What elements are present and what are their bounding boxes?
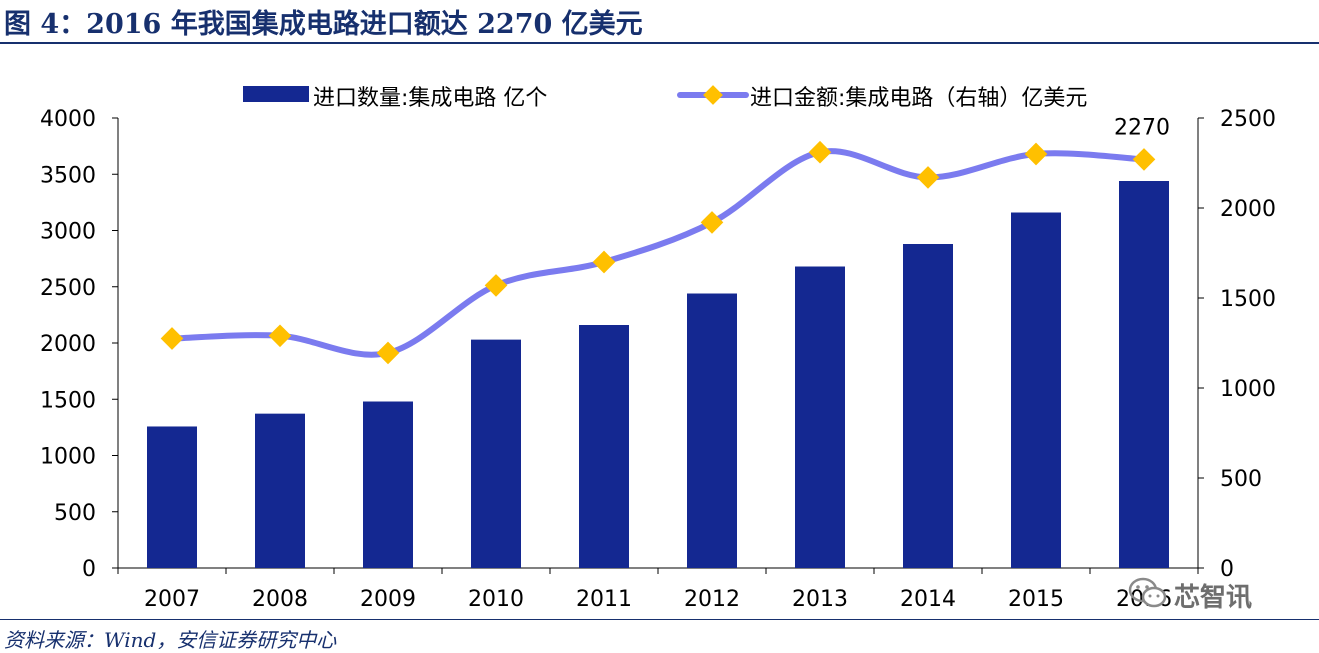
y-right-tick-label: 2500: [1220, 107, 1276, 132]
bar: [471, 339, 521, 568]
line-point: [1132, 148, 1156, 171]
bar: [1011, 212, 1061, 568]
title-divider: [0, 42, 1319, 44]
y-left-tick-label: 3500: [40, 163, 96, 188]
y-right-tick-label: 500: [1220, 467, 1262, 492]
x-tick-label: 2008: [252, 587, 308, 612]
legend-bar-swatch: [243, 86, 309, 102]
y-right-tick-label: 1500: [1220, 287, 1276, 312]
y-left-tick-label: 4000: [40, 107, 96, 132]
x-tick-label: 2012: [684, 587, 740, 612]
data-labels: 2270: [1114, 115, 1170, 140]
y-right-tick-label: 2000: [1220, 197, 1276, 222]
x-tick-label: 2015: [1008, 587, 1064, 612]
axes: 0 500 1000 1500 2000 2500 3000 3500 4000 0 500 1000…: [40, 107, 1276, 612]
legend-line-marker: [703, 85, 723, 105]
line-point: [592, 250, 616, 274]
source-divider: [0, 619, 1319, 620]
x-tick-label: 2010: [468, 587, 524, 612]
y-left-tick-label: 2500: [40, 276, 96, 301]
line-point: [376, 341, 400, 365]
data-label: 2270: [1114, 115, 1170, 140]
y-left-tick-label: 500: [54, 501, 96, 526]
x-tick-label: 2007: [144, 587, 200, 612]
bar: [579, 325, 629, 568]
bar-series: [147, 181, 1169, 568]
line-point: [916, 166, 940, 189]
legend-line-label: 进口金额:集成电路（右轴）亿美元: [750, 86, 1087, 111]
line-point: [1024, 142, 1048, 166]
wechat-icon: [1128, 576, 1168, 614]
line-point: [484, 274, 508, 297]
legend: 进口数量:集成电路 亿个 进口金额:集成电路（右轴）亿美元: [243, 85, 1087, 111]
x-tick-label: 2014: [900, 587, 956, 612]
bar: [363, 401, 413, 568]
legend-bar-label: 进口数量:集成电路 亿个: [313, 86, 547, 111]
bar: [147, 426, 197, 568]
bar: [255, 413, 305, 568]
line-point: [808, 140, 832, 164]
figure-title: 图 4：2016 年我国集成电路进口额达 2270 亿美元: [4, 9, 643, 40]
y-right-tick-label: 0: [1220, 557, 1234, 582]
y-left-tick-label: 1000: [40, 445, 96, 470]
y-left-tick-label: 2000: [40, 332, 96, 357]
watermark: 芯智讯: [1128, 576, 1252, 614]
line-path: [169, 148, 1147, 358]
bar: [795, 266, 845, 568]
x-tick-label: 2013: [792, 587, 848, 612]
bar: [903, 244, 953, 568]
bar: [687, 293, 737, 568]
y-left-tick-label: 0: [82, 557, 96, 582]
line-series: [160, 140, 1156, 365]
source-note: 资料来源：Wind，安信证券研究中心: [4, 628, 337, 652]
y-left-tick-label: 1500: [40, 388, 96, 413]
y-right-tick-label: 1000: [1220, 377, 1276, 402]
x-tick-label: 2009: [360, 587, 416, 612]
line-point: [268, 324, 292, 348]
watermark-text: 芯智讯: [1174, 582, 1253, 613]
bar: [1119, 181, 1169, 568]
line-point: [160, 327, 184, 350]
y-left-tick-label: 3000: [40, 220, 96, 245]
x-tick-label: 2011: [576, 587, 632, 612]
